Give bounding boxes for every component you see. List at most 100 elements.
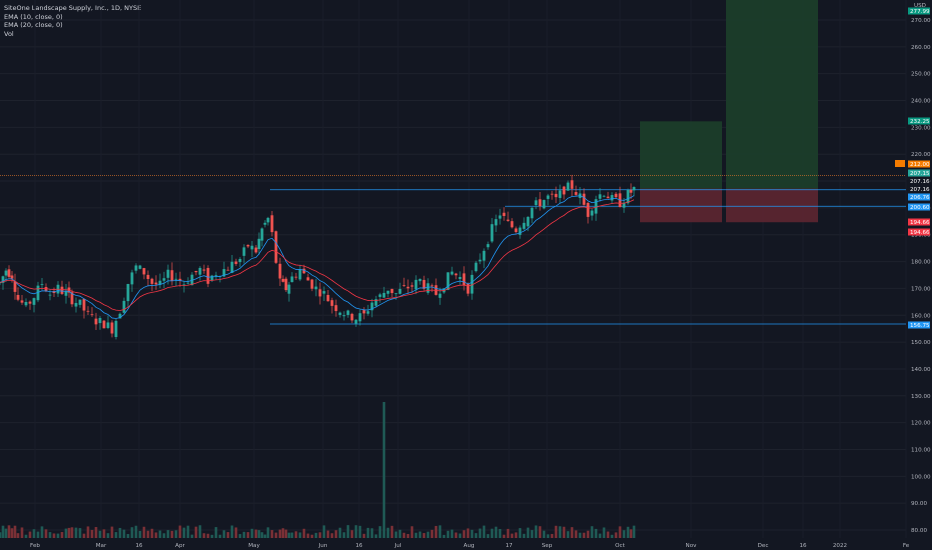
legend-ema10: EMA (10, close, 0) <box>4 12 63 21</box>
x-tick-label: Jun <box>318 543 328 549</box>
candle-body <box>362 310 366 314</box>
candle-body <box>402 285 406 286</box>
volume-bar <box>130 527 134 538</box>
volume-bar <box>494 526 498 538</box>
volume-bar <box>542 530 546 538</box>
volume-bar <box>398 529 402 538</box>
x-tick-label: Mar <box>96 543 107 549</box>
volume-bar <box>314 532 318 538</box>
volume-bar <box>502 534 506 538</box>
volume-bar <box>52 533 56 538</box>
volume-bar <box>562 526 566 538</box>
volume-bar <box>242 531 246 538</box>
volume-bar <box>78 528 82 538</box>
price-tag-bg <box>908 117 930 125</box>
candle-body <box>542 200 546 209</box>
candle-body <box>622 202 626 208</box>
price-tag-label: 194.66 <box>910 220 930 226</box>
candle-body <box>610 195 614 201</box>
price-tag-label: 207.16 <box>910 187 930 193</box>
candle-body <box>186 282 190 284</box>
candle-body <box>426 283 430 293</box>
candle-body <box>534 200 538 206</box>
volume-bar <box>574 530 578 538</box>
candle-body <box>78 299 82 305</box>
price-tag-label: 207.16 <box>910 179 930 185</box>
level-tag-bg <box>908 193 930 201</box>
volume-bar <box>230 525 234 538</box>
price-tag: 207.15 <box>908 169 930 177</box>
volume-bar <box>298 532 302 538</box>
volume-bar <box>158 530 162 538</box>
volume-bar <box>334 530 338 538</box>
candle-body <box>414 279 418 290</box>
y-tick-label: 220.00 <box>911 152 931 158</box>
y-tick-label: 90.00 <box>911 501 927 507</box>
volume-bar <box>32 529 36 538</box>
volume-bar <box>350 530 354 538</box>
candle-body <box>594 199 598 214</box>
volume-bar <box>498 528 502 538</box>
volume-bar <box>250 528 254 538</box>
volume-bar <box>438 525 442 538</box>
y-tick-label: 180.00 <box>911 260 931 266</box>
volume-bar <box>454 532 458 538</box>
candle-body <box>166 269 170 278</box>
volume-bar <box>56 533 60 538</box>
volume-bar <box>370 528 374 538</box>
volume-bar <box>260 532 264 538</box>
loss-zone <box>640 188 722 223</box>
candle-body <box>16 294 20 300</box>
price-tags: 277.99 232.25 212.00 207.15 207.16 207.16 194.… <box>895 7 930 329</box>
candle-body <box>254 247 258 253</box>
candle-body <box>94 318 98 325</box>
profit-zone <box>640 121 722 189</box>
volume-bar <box>446 530 450 538</box>
level-tag: 206.76 <box>908 193 930 201</box>
candle-body <box>64 290 68 296</box>
volume-bar <box>414 532 418 538</box>
volume-bar <box>534 525 538 538</box>
candle-body <box>418 278 422 282</box>
volume-bar <box>530 530 534 538</box>
volume-bar <box>186 525 190 538</box>
candle-body <box>70 292 74 305</box>
y-tick-label: 110.00 <box>911 447 931 453</box>
candle-body <box>298 269 302 280</box>
candle-body <box>558 190 562 198</box>
volume-bar <box>270 530 274 538</box>
volume-bar <box>110 526 114 538</box>
candle-body <box>210 275 214 281</box>
candle-body <box>178 278 182 281</box>
candle-body <box>238 258 242 263</box>
candle-body <box>366 311 370 314</box>
volume-bar <box>554 525 558 538</box>
candle-body <box>454 273 458 276</box>
volume-bar <box>302 528 306 538</box>
candle-body <box>370 302 374 311</box>
volume-bar <box>294 531 298 538</box>
volume-bar <box>254 529 258 538</box>
y-tick-label: 140.00 <box>911 367 931 373</box>
candle-body <box>526 216 530 227</box>
candle-body <box>98 318 102 324</box>
volume-bar <box>284 529 288 538</box>
level-tag: 156.75 <box>908 321 930 329</box>
candle-body <box>306 277 310 281</box>
volume-bar <box>310 534 314 538</box>
volume-bar <box>178 525 182 538</box>
volume-bar <box>618 526 622 538</box>
volume-bar <box>174 530 178 538</box>
candle-body <box>266 217 270 223</box>
candle-body <box>478 259 482 262</box>
price-tag: 212.00 <box>908 160 930 168</box>
candle-body <box>498 215 502 219</box>
candle-body <box>86 310 90 312</box>
candle-body <box>314 286 318 290</box>
candle-body <box>322 291 326 294</box>
volume-bar <box>281 528 285 538</box>
volume-bar <box>550 533 554 538</box>
legend-vol: Vol <box>4 29 14 38</box>
candle-body <box>318 289 322 297</box>
